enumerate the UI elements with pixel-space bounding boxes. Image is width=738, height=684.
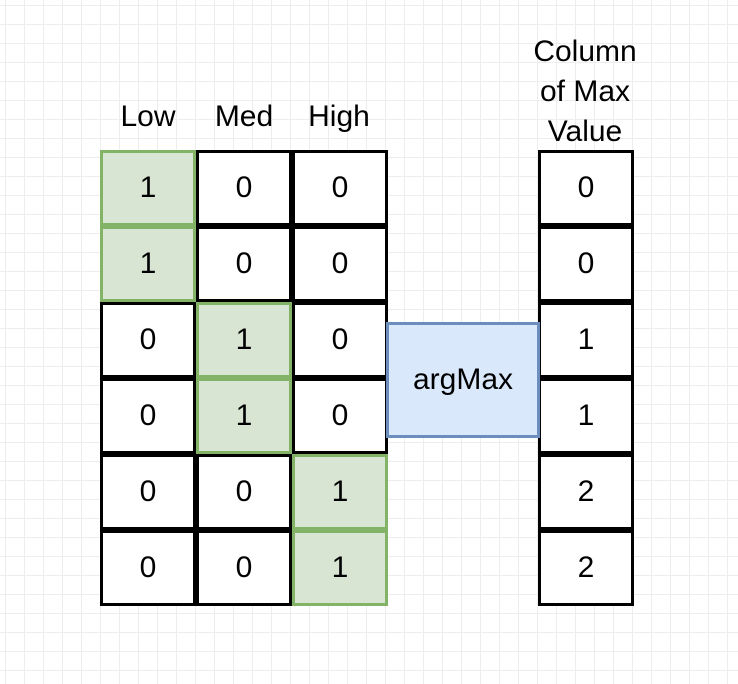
matrix-cell: 1 xyxy=(292,454,388,530)
result-column: 0 0 1 1 2 2 xyxy=(538,150,635,609)
matrix-cell: 0 xyxy=(292,150,388,226)
matrix-cell: 0 xyxy=(292,378,388,454)
result-title-line: of Max xyxy=(539,75,631,108)
result-cell: 2 xyxy=(538,454,634,530)
matrix-cell: 1 xyxy=(292,530,388,606)
result-cell: 0 xyxy=(538,226,634,302)
header-med: Med xyxy=(214,100,274,133)
result-cell: 1 xyxy=(538,302,634,378)
result-cell: 1 xyxy=(538,378,634,454)
argmax-label: argMax xyxy=(412,363,514,396)
matrix-cell: 0 xyxy=(292,226,388,302)
matrix-cell: 1 xyxy=(100,226,196,302)
matrix-cell: 0 xyxy=(292,302,388,378)
matrix-cell: 0 xyxy=(100,530,196,606)
result-column-title: Column of Max Value xyxy=(510,32,660,152)
argmax-box: argMax xyxy=(386,322,540,438)
matrix-cell: 0 xyxy=(196,530,292,606)
matrix-cell: 0 xyxy=(100,302,196,378)
matrix-cell: 0 xyxy=(100,454,196,530)
matrix-cell: 0 xyxy=(196,150,292,226)
result-cell: 2 xyxy=(538,530,634,606)
one-hot-matrix: 1 0 0 1 0 0 0 1 0 0 1 0 0 0 1 0 0 1 xyxy=(100,150,388,609)
matrix-cell: 1 xyxy=(100,150,196,226)
matrix-cell: 1 xyxy=(196,302,292,378)
matrix-cell: 0 xyxy=(100,378,196,454)
result-cell: 0 xyxy=(538,150,634,226)
result-title-line: Value xyxy=(547,115,623,148)
header-high: High xyxy=(308,100,370,133)
matrix-cell: 0 xyxy=(196,454,292,530)
header-low: Low xyxy=(120,100,176,133)
result-title-line: Column xyxy=(533,35,637,68)
matrix-cell: 1 xyxy=(196,378,292,454)
matrix-cell: 0 xyxy=(196,226,292,302)
